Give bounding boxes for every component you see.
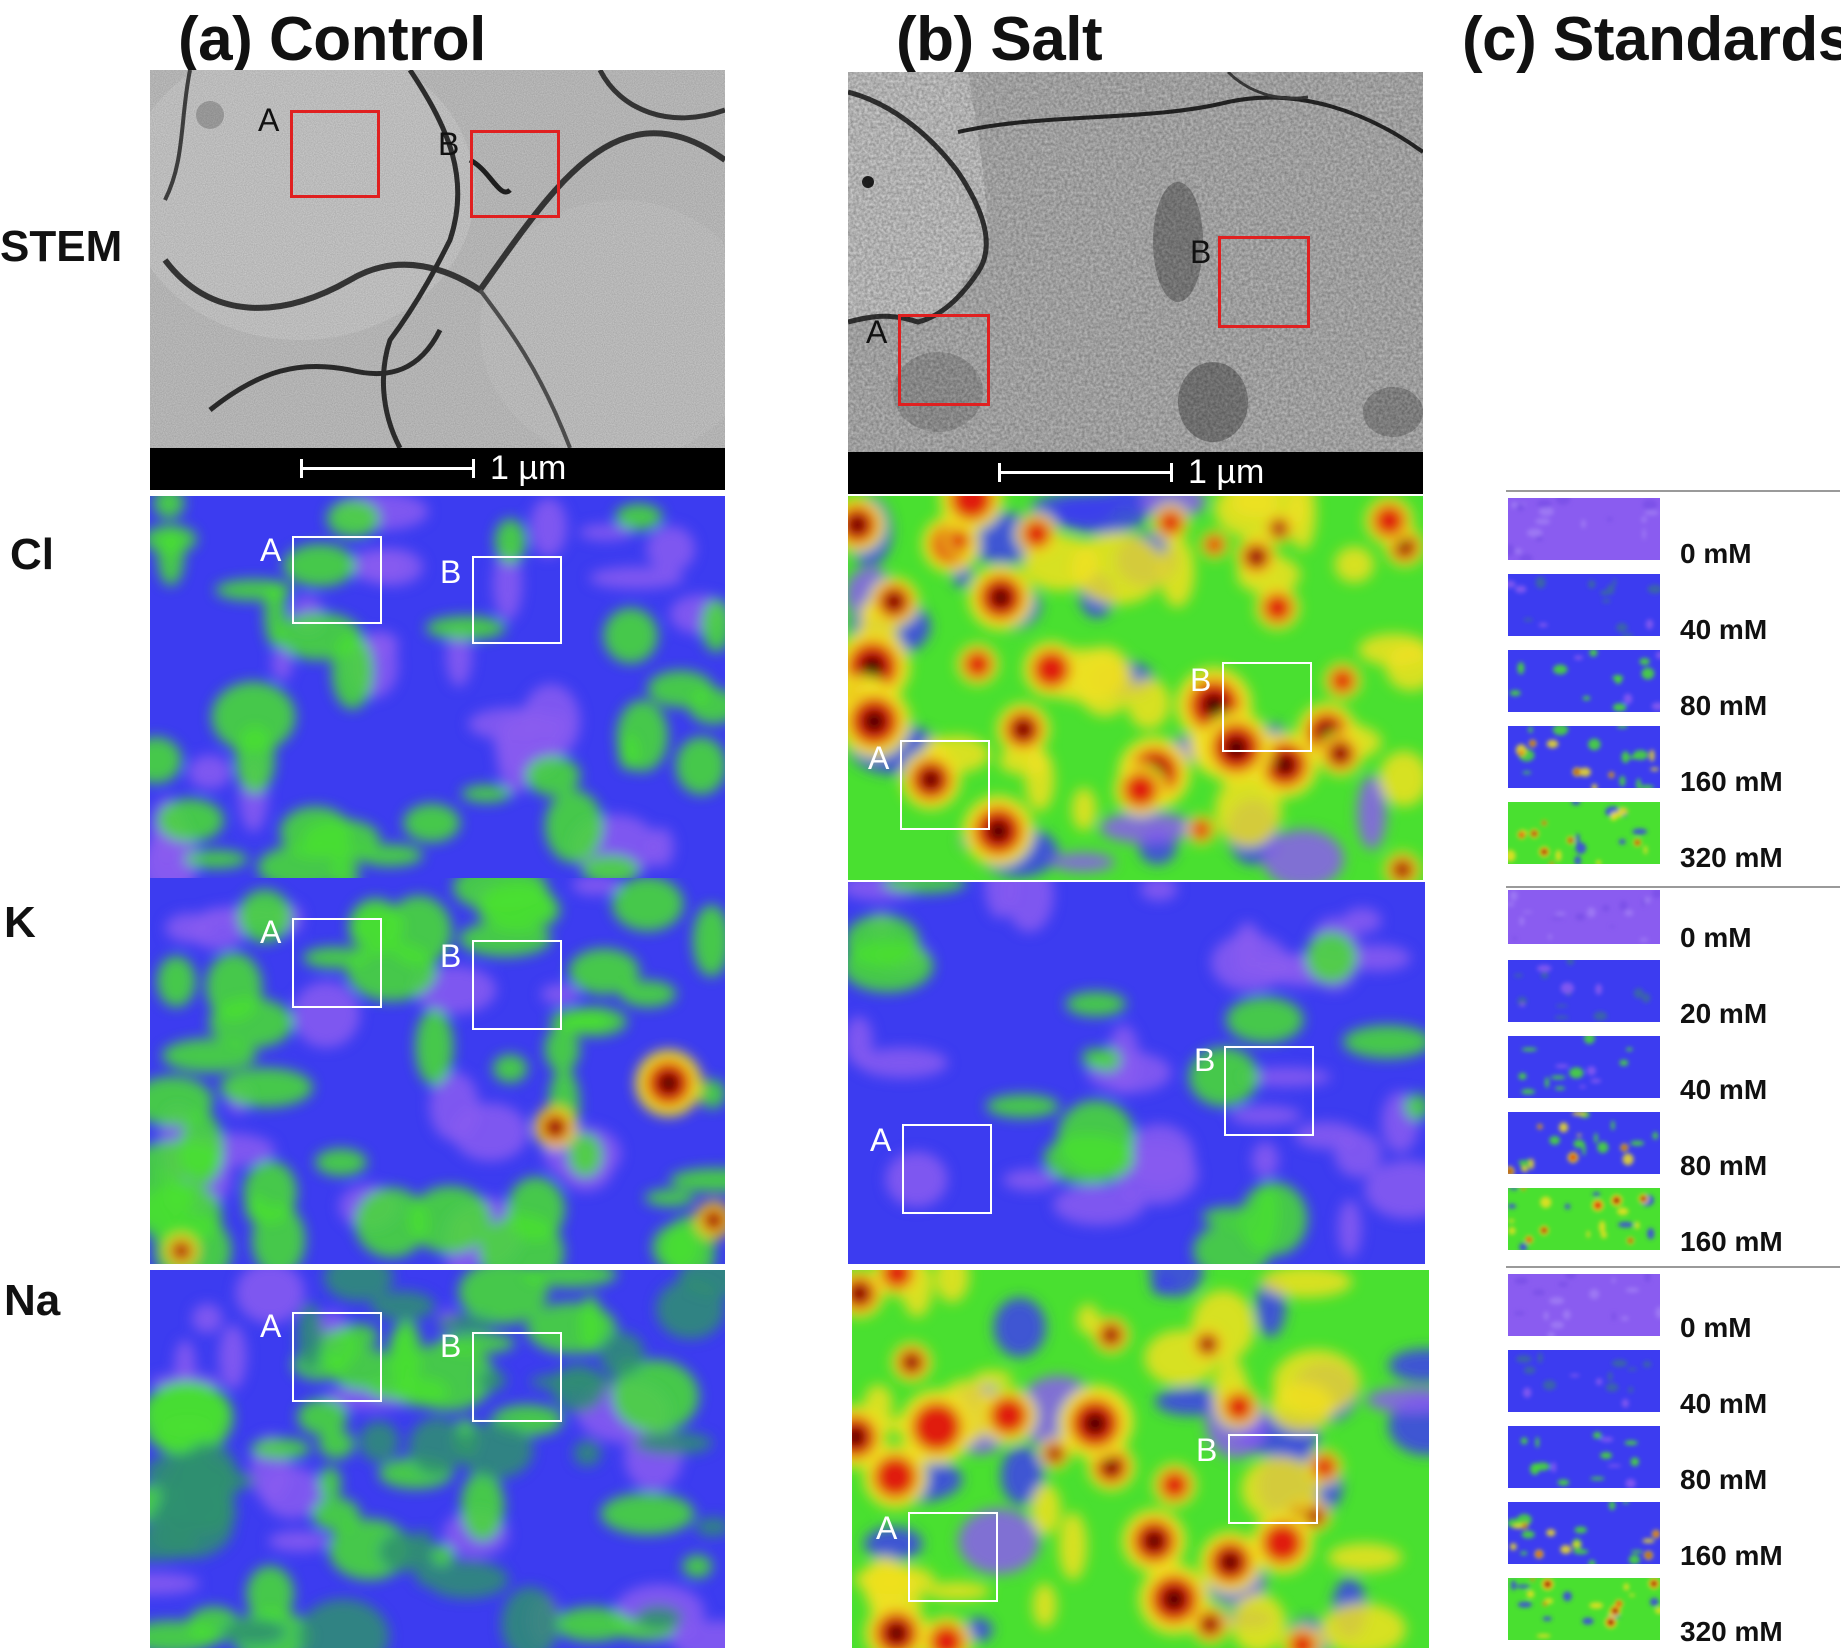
- standard-swatch: [1508, 1502, 1660, 1564]
- roi-label-a: A: [866, 314, 888, 350]
- roi-box-b: [1218, 236, 1310, 328]
- column-title-salt: (b) Salt: [896, 5, 1103, 74]
- roi-box-b: [1222, 662, 1312, 752]
- roi-box-a: [292, 1312, 382, 1402]
- roi-label-b: B: [1190, 662, 1212, 698]
- standards-divider: [1506, 886, 1840, 888]
- roi-box-a: [902, 1124, 992, 1214]
- standard-swatch: [1508, 726, 1660, 788]
- k-map-control: [150, 878, 725, 1264]
- standard-label: 160 mM: [1680, 766, 1783, 797]
- roi-label-a: A: [260, 1308, 282, 1344]
- standard-label: 80 mM: [1680, 1150, 1768, 1181]
- standard-swatch: [1508, 498, 1660, 560]
- na-map-salt: [852, 1270, 1429, 1648]
- roi-label-b: B: [440, 938, 462, 974]
- na-map-control: [150, 1270, 725, 1648]
- scale-bar-label: 1 µm: [490, 449, 567, 487]
- roi-label-a: A: [868, 740, 890, 776]
- standards-divider: [1506, 490, 1840, 492]
- standard-label: 320 mM: [1680, 1616, 1783, 1647]
- roi-box-a: [900, 740, 990, 830]
- roi-label-b: B: [440, 1328, 462, 1364]
- row-label-stem: STEM: [0, 222, 123, 271]
- standard-label: 0 mM: [1680, 922, 1752, 953]
- standard-swatch: [1508, 1578, 1660, 1640]
- scale-bar-control: 1 µm: [150, 448, 725, 490]
- stem-image-control: [150, 70, 725, 448]
- roi-label-a: A: [260, 532, 282, 568]
- roi-box-b: [1224, 1046, 1314, 1136]
- roi-box-a: [908, 1512, 998, 1602]
- standard-label: 160 mM: [1680, 1226, 1783, 1257]
- standard-swatch: [1508, 650, 1660, 712]
- standard-label: 40 mM: [1680, 1074, 1768, 1105]
- roi-box-b: [472, 1332, 562, 1422]
- standard-swatch: [1508, 802, 1660, 864]
- roi-box-a: [898, 314, 990, 406]
- standard-label: 20 mM: [1680, 998, 1768, 1029]
- column-title-control: (a) Control: [178, 5, 486, 74]
- standard-swatch: [1508, 1350, 1660, 1412]
- roi-label-b: B: [440, 554, 462, 590]
- roi-box-b: [470, 130, 560, 218]
- roi-label-a: A: [876, 1510, 898, 1546]
- roi-label-b: B: [1196, 1432, 1218, 1468]
- roi-label-b: B: [1190, 234, 1212, 270]
- standard-label: 320 mM: [1680, 842, 1783, 873]
- standard-swatch: [1508, 1112, 1660, 1174]
- standard-label: 80 mM: [1680, 1464, 1768, 1495]
- standard-swatch: [1508, 1274, 1660, 1336]
- cl-map-salt: [848, 496, 1423, 880]
- standards-divider: [1506, 1266, 1840, 1268]
- standard-label: 0 mM: [1680, 1312, 1752, 1343]
- column-title-standards: (c) Standards: [1462, 5, 1841, 74]
- roi-box-b: [472, 940, 562, 1030]
- standard-swatch: [1508, 574, 1660, 636]
- roi-label-a: A: [260, 914, 282, 950]
- roi-label-b: B: [1194, 1042, 1216, 1078]
- standard-swatch: [1508, 960, 1660, 1022]
- standard-swatch: [1508, 1426, 1660, 1488]
- roi-box-a: [292, 536, 382, 624]
- standard-label: 40 mM: [1680, 614, 1768, 645]
- scale-bar-salt: 1 µm: [848, 452, 1423, 494]
- standard-swatch: [1508, 1188, 1660, 1250]
- cl-map-control: [150, 496, 725, 878]
- roi-box-b: [472, 556, 562, 644]
- standard-swatch: [1508, 1036, 1660, 1098]
- roi-box-a: [290, 110, 380, 198]
- roi-label-a: A: [258, 102, 280, 138]
- standard-label: 80 mM: [1680, 690, 1768, 721]
- row-label-k: K: [4, 898, 36, 947]
- scale-bar-label: 1 µm: [1188, 453, 1265, 491]
- roi-box-b: [1228, 1434, 1318, 1524]
- row-label-na: Na: [4, 1276, 61, 1325]
- roi-label-a: A: [870, 1122, 892, 1158]
- roi-box-a: [292, 918, 382, 1008]
- row-label-cl: Cl: [10, 530, 54, 579]
- standard-swatch: [1508, 890, 1660, 944]
- stem-image-salt: [848, 72, 1423, 452]
- k-map-salt: [848, 882, 1425, 1264]
- standard-label: 0 mM: [1680, 538, 1752, 569]
- standard-label: 40 mM: [1680, 1388, 1768, 1419]
- roi-label-b: B: [438, 126, 460, 162]
- standard-label: 160 mM: [1680, 1540, 1783, 1571]
